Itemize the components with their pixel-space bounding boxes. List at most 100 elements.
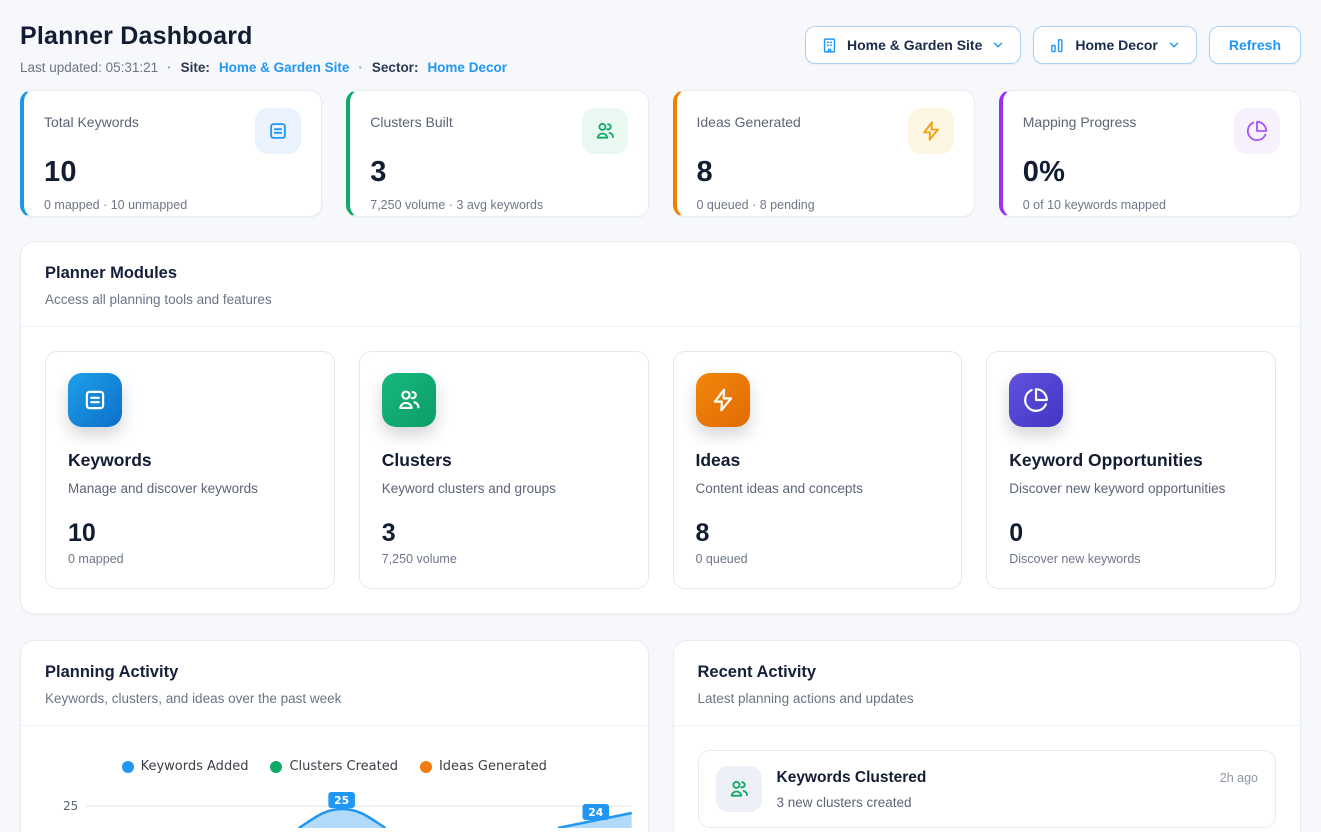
- module-card-ideas[interactable]: Ideas Content ideas and concepts 8 0 que…: [673, 351, 963, 589]
- site-link[interactable]: Home & Garden Site: [219, 60, 350, 75]
- planning-activity-title: Planning Activity: [45, 663, 624, 682]
- recent-activity-subtitle: Latest planning actions and updates: [698, 691, 1277, 706]
- meta-separator: ·: [358, 60, 363, 75]
- users-icon: [582, 108, 628, 154]
- pie-chart-icon: [1009, 373, 1063, 427]
- stat-value: 0%: [1023, 156, 1280, 189]
- data-label-badge-24: 24: [582, 804, 609, 820]
- stat-label: Mapping Progress: [1023, 108, 1137, 130]
- module-description: Discover new keyword opportunities: [1009, 481, 1253, 496]
- module-title: Ideas: [696, 450, 940, 471]
- chart-legend: Keywords Added Clusters Created Ideas Ge…: [21, 759, 648, 774]
- file-text-icon: [68, 373, 122, 427]
- svg-text:24: 24: [588, 806, 603, 819]
- activity-description: 3 new clusters created: [777, 795, 1205, 810]
- module-description: Content ideas and concepts: [696, 481, 940, 496]
- module-description: Keyword clusters and groups: [382, 481, 626, 496]
- modules-grid: Keywords Manage and discover keywords 10…: [21, 327, 1300, 613]
- building-icon: [821, 37, 838, 54]
- legend-label: Ideas Generated: [439, 759, 547, 774]
- recent-activity-panel: Recent Activity Latest planning actions …: [673, 640, 1302, 832]
- legend-item-ideas-generated[interactable]: Ideas Generated: [420, 759, 547, 774]
- legend-label: Clusters Created: [289, 759, 398, 774]
- module-description: Manage and discover keywords: [68, 481, 312, 496]
- meta-separator: ·: [167, 60, 172, 75]
- activity-title: Keywords Clustered: [777, 769, 1205, 787]
- chevron-down-icon: [991, 38, 1005, 52]
- module-card-clusters[interactable]: Clusters Keyword clusters and groups 3 7…: [359, 351, 649, 589]
- planner-modules-panel: Planner Modules Access all planning tool…: [20, 241, 1301, 614]
- chevron-down-icon: [1167, 38, 1181, 52]
- stat-label: Total Keywords: [44, 108, 139, 130]
- bottom-row: Planning Activity Keywords, clusters, an…: [20, 640, 1301, 832]
- users-icon: [382, 373, 436, 427]
- stat-sub: 0 queued · 8 pending: [697, 198, 954, 212]
- module-value: 10: [68, 519, 312, 548]
- stat-card-total-keywords: Total Keywords 10 0 mapped · 10 unmapped: [20, 90, 322, 217]
- planner-dashboard-page: Planner Dashboard Last updated: 05:31:21…: [0, 0, 1321, 832]
- stat-value: 3: [370, 156, 627, 189]
- page-header: Planner Dashboard Last updated: 05:31:21…: [20, 22, 1301, 75]
- stat-card-clusters-built: Clusters Built 3 7,250 volume · 3 avg ke…: [346, 90, 648, 217]
- refresh-button[interactable]: Refresh: [1209, 26, 1301, 64]
- module-title: Clusters: [382, 450, 626, 471]
- sector-link[interactable]: Home Decor: [427, 60, 507, 75]
- site-selector-label: Home & Garden Site: [847, 37, 982, 53]
- activity-timestamp: 2h ago: [1220, 766, 1258, 785]
- site-label: Site:: [181, 60, 210, 75]
- module-card-keywords[interactable]: Keywords Manage and discover keywords 10…: [45, 351, 335, 589]
- planning-activity-panel: Planning Activity Keywords, clusters, an…: [20, 640, 649, 832]
- module-title: Keywords: [68, 450, 312, 471]
- recent-activity-title: Recent Activity: [698, 663, 1277, 682]
- module-card-keyword-opportunities[interactable]: Keyword Opportunities Discover new keywo…: [986, 351, 1276, 589]
- planning-activity-subtitle: Keywords, clusters, and ideas over the p…: [45, 691, 624, 706]
- stat-card-ideas-generated: Ideas Generated 8 0 queued · 8 pending: [673, 90, 975, 217]
- stat-sub: 0 mapped · 10 unmapped: [44, 198, 301, 212]
- stats-row: Total Keywords 10 0 mapped · 10 unmapped…: [20, 90, 1301, 217]
- stat-sub: 0 of 10 keywords mapped: [1023, 198, 1280, 212]
- module-value: 8: [696, 519, 940, 548]
- line-chart-plot: 25 25 24: [21, 780, 648, 828]
- zap-icon: [696, 373, 750, 427]
- data-label-badge-25: 25: [328, 792, 355, 808]
- svg-text:25: 25: [334, 794, 349, 807]
- module-sub: Discover new keywords: [1009, 552, 1253, 566]
- module-sub: 0 queued: [696, 552, 940, 566]
- legend-label: Keywords Added: [141, 759, 249, 774]
- page-title: Planner Dashboard: [20, 22, 507, 51]
- stat-sub: 7,250 volume · 3 avg keywords: [370, 198, 627, 212]
- modules-section-title: Planner Modules: [45, 264, 1276, 283]
- legend-dot: [420, 761, 432, 773]
- users-icon: [716, 766, 762, 812]
- legend-dot: [270, 761, 282, 773]
- header-left: Planner Dashboard Last updated: 05:31:21…: [20, 22, 507, 75]
- site-selector-button[interactable]: Home & Garden Site: [805, 26, 1021, 64]
- sector-selector-label: Home Decor: [1075, 37, 1157, 53]
- legend-item-keywords-added[interactable]: Keywords Added: [122, 759, 249, 774]
- sector-label: Sector:: [372, 60, 419, 75]
- module-title: Keyword Opportunities: [1009, 450, 1253, 471]
- legend-dot: [122, 761, 134, 773]
- module-sub: 0 mapped: [68, 552, 312, 566]
- module-value: 0: [1009, 519, 1253, 548]
- pie-chart-icon: [1234, 108, 1280, 154]
- activity-item-keywords-clustered: Keywords Clustered 3 new clusters create…: [698, 750, 1277, 828]
- stat-value: 10: [44, 156, 301, 189]
- zap-icon: [908, 108, 954, 154]
- stat-value: 8: [697, 156, 954, 189]
- stat-label: Clusters Built: [370, 108, 452, 130]
- stat-card-mapping-progress: Mapping Progress 0% 0 of 10 keywords map…: [999, 90, 1301, 217]
- last-updated-text: Last updated: 05:31:21: [20, 60, 158, 75]
- module-sub: 7,250 volume: [382, 552, 626, 566]
- modules-section-subtitle: Access all planning tools and features: [45, 292, 1276, 307]
- header-controls: Home & Garden Site Home Decor Refresh: [805, 26, 1301, 64]
- file-text-icon: [255, 108, 301, 154]
- bar-chart-icon: [1049, 37, 1066, 54]
- activity-chart: Keywords Added Clusters Created Ideas Ge…: [21, 759, 648, 828]
- sector-selector-button[interactable]: Home Decor: [1033, 26, 1196, 64]
- header-meta: Last updated: 05:31:21 · Site: Home & Ga…: [20, 60, 507, 75]
- y-axis-tick-label: 25: [63, 799, 78, 813]
- legend-item-clusters-created[interactable]: Clusters Created: [270, 759, 398, 774]
- module-value: 3: [382, 519, 626, 548]
- stat-label: Ideas Generated: [697, 108, 801, 130]
